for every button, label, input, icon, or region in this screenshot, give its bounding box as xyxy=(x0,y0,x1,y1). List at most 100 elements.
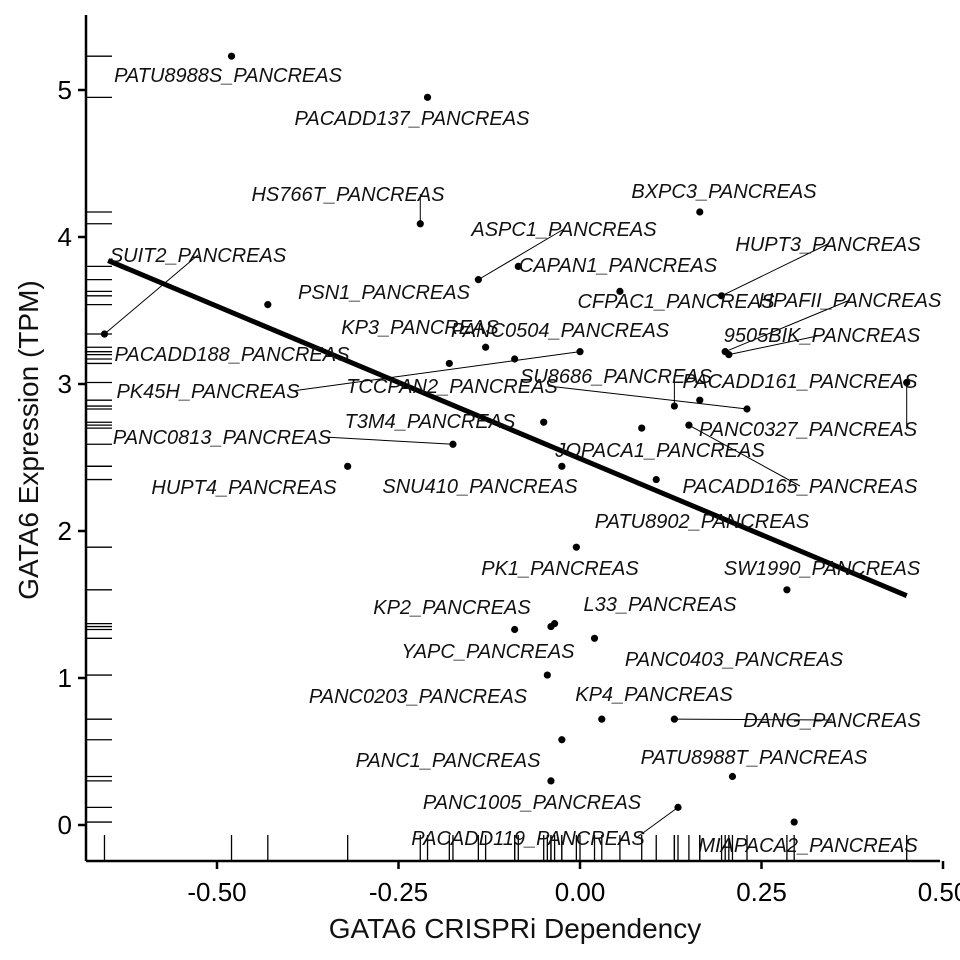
data-point xyxy=(227,52,236,60)
point-label: PACADD165_PANCREAS xyxy=(683,476,919,498)
data-point xyxy=(717,292,726,300)
data-point xyxy=(616,287,624,295)
y-tick-label: 0 xyxy=(58,810,72,840)
label-leader-line xyxy=(323,436,453,445)
point-label: TCCPAN2_PANCREAS xyxy=(346,376,558,398)
point-label: BXPC3_PANCREAS xyxy=(631,181,817,203)
data-point xyxy=(547,622,555,631)
point-label: 9505BIK_PANCREAS xyxy=(724,325,921,347)
data-point xyxy=(100,330,109,338)
y-rug xyxy=(86,55,112,823)
point-label: KP2_PANCREAS xyxy=(373,597,531,619)
data-point xyxy=(482,343,490,351)
x-tick-label: -0.50 xyxy=(187,877,246,907)
data-point xyxy=(344,462,352,470)
label-leader-line xyxy=(291,351,581,392)
axes: -0.50 -0.25 0.00 0.25 0.50 0 1 2 3 4 5 xyxy=(58,15,960,907)
x-axis-title: GATA6 CRISPRi Dependency xyxy=(329,913,701,944)
point-label: PACADD137_PANCREAS xyxy=(295,108,531,130)
data-point xyxy=(743,405,751,413)
data-point xyxy=(514,262,522,270)
point-label: PACADD161_PANCREAS xyxy=(683,371,919,393)
point-label: PACADD188_PANCREAS xyxy=(115,344,351,366)
x-tick-label: 0.25 xyxy=(736,877,787,907)
point-label: JOPACA1_PANCREAS xyxy=(554,440,765,462)
point-label: PK1_PANCREAS xyxy=(481,558,639,580)
data-point xyxy=(540,418,548,426)
point-label: PANC1005_PANCREAS xyxy=(423,792,642,814)
y-tick-label: 4 xyxy=(58,222,72,252)
data-point xyxy=(511,625,519,634)
point-label: ASPC1_PANCREAS xyxy=(470,219,657,241)
point-label: KP4_PANCREAS xyxy=(575,684,733,706)
data-point xyxy=(449,440,457,448)
point-label: PATU8988S_PANCREAS xyxy=(114,65,343,87)
x-tick-label: 0.50 xyxy=(918,877,960,907)
label-leader-line xyxy=(104,254,199,335)
point-label: T3M4_PANCREAS xyxy=(345,411,516,433)
data-point xyxy=(474,276,482,284)
point-label: YAPC_PANCREAS xyxy=(401,641,575,663)
point-label: PANC0203_PANCREAS xyxy=(309,686,528,708)
data-point xyxy=(728,772,737,781)
point-labels: PATU8988S_PANCREAS PACADD137_PANCREAS HS76… xyxy=(110,65,942,857)
data-point xyxy=(511,355,519,363)
point-label: PK45H_PANCREAS xyxy=(116,381,300,403)
regression-line-group xyxy=(107,258,908,598)
x-tick-label: 0.00 xyxy=(555,877,606,907)
data-point xyxy=(638,424,646,432)
point-label: DANG_PANCREAS xyxy=(743,710,921,732)
data-point xyxy=(547,777,555,785)
data-point xyxy=(598,715,606,723)
data-points xyxy=(100,52,911,826)
data-point xyxy=(903,378,911,387)
point-label: SW1990_PANCREAS xyxy=(724,558,921,580)
data-point xyxy=(416,220,424,228)
data-point xyxy=(558,736,566,744)
regression-line xyxy=(107,258,908,598)
point-label: CFPAC1_PANCREAS xyxy=(577,291,775,313)
label-leader-line xyxy=(478,228,565,281)
label-leader-lines xyxy=(104,194,908,839)
label-leader-line xyxy=(728,334,823,356)
data-point xyxy=(652,475,660,484)
data-point xyxy=(725,351,733,359)
point-label: PATU8902_PANCREAS xyxy=(595,511,810,533)
point-label: PSN1_PANCREAS xyxy=(298,282,471,304)
point-label: KP3_PANCREAS xyxy=(341,317,499,339)
point-label: HUPT3_PANCREAS xyxy=(735,234,921,256)
data-point xyxy=(670,402,678,410)
y-tick-label: 1 xyxy=(58,663,72,693)
label-leader-line xyxy=(547,385,748,410)
point-label: SNU410_PANCREAS xyxy=(382,476,578,498)
data-point xyxy=(670,715,678,723)
label-leader-line xyxy=(688,424,801,487)
data-point xyxy=(685,421,693,429)
data-point xyxy=(674,803,682,811)
point-label: PANC1_PANCREAS xyxy=(356,750,542,772)
data-point xyxy=(696,396,704,404)
data-point xyxy=(590,634,599,642)
data-point xyxy=(696,208,704,216)
point-label: PANC0327_PANCREAS xyxy=(699,419,918,441)
data-point xyxy=(558,462,566,470)
label-leader-line xyxy=(674,718,833,721)
point-label: SUIT2_PANCREAS xyxy=(110,245,287,267)
point-label: HS766T_PANCREAS xyxy=(251,184,445,206)
point-label: MIAPACA2_PANCREAS xyxy=(698,835,918,857)
point-label: CAPAN1_PANCREAS xyxy=(519,255,718,277)
data-point xyxy=(790,818,798,826)
label-leader-line xyxy=(635,806,679,839)
y-tick-label: 3 xyxy=(58,369,72,399)
label-leader-line xyxy=(725,299,851,353)
data-point xyxy=(423,93,432,101)
data-point xyxy=(543,671,551,679)
point-label: L33_PANCREAS xyxy=(583,594,737,616)
point-label: HPAFII_PANCREAS xyxy=(759,290,942,312)
y-tick-label: 2 xyxy=(58,516,72,546)
label-leader-line xyxy=(721,243,829,297)
x-tick-label: -0.25 xyxy=(369,877,428,907)
point-label: PACADD119_PANCREAS xyxy=(411,828,645,850)
data-point xyxy=(783,586,791,594)
